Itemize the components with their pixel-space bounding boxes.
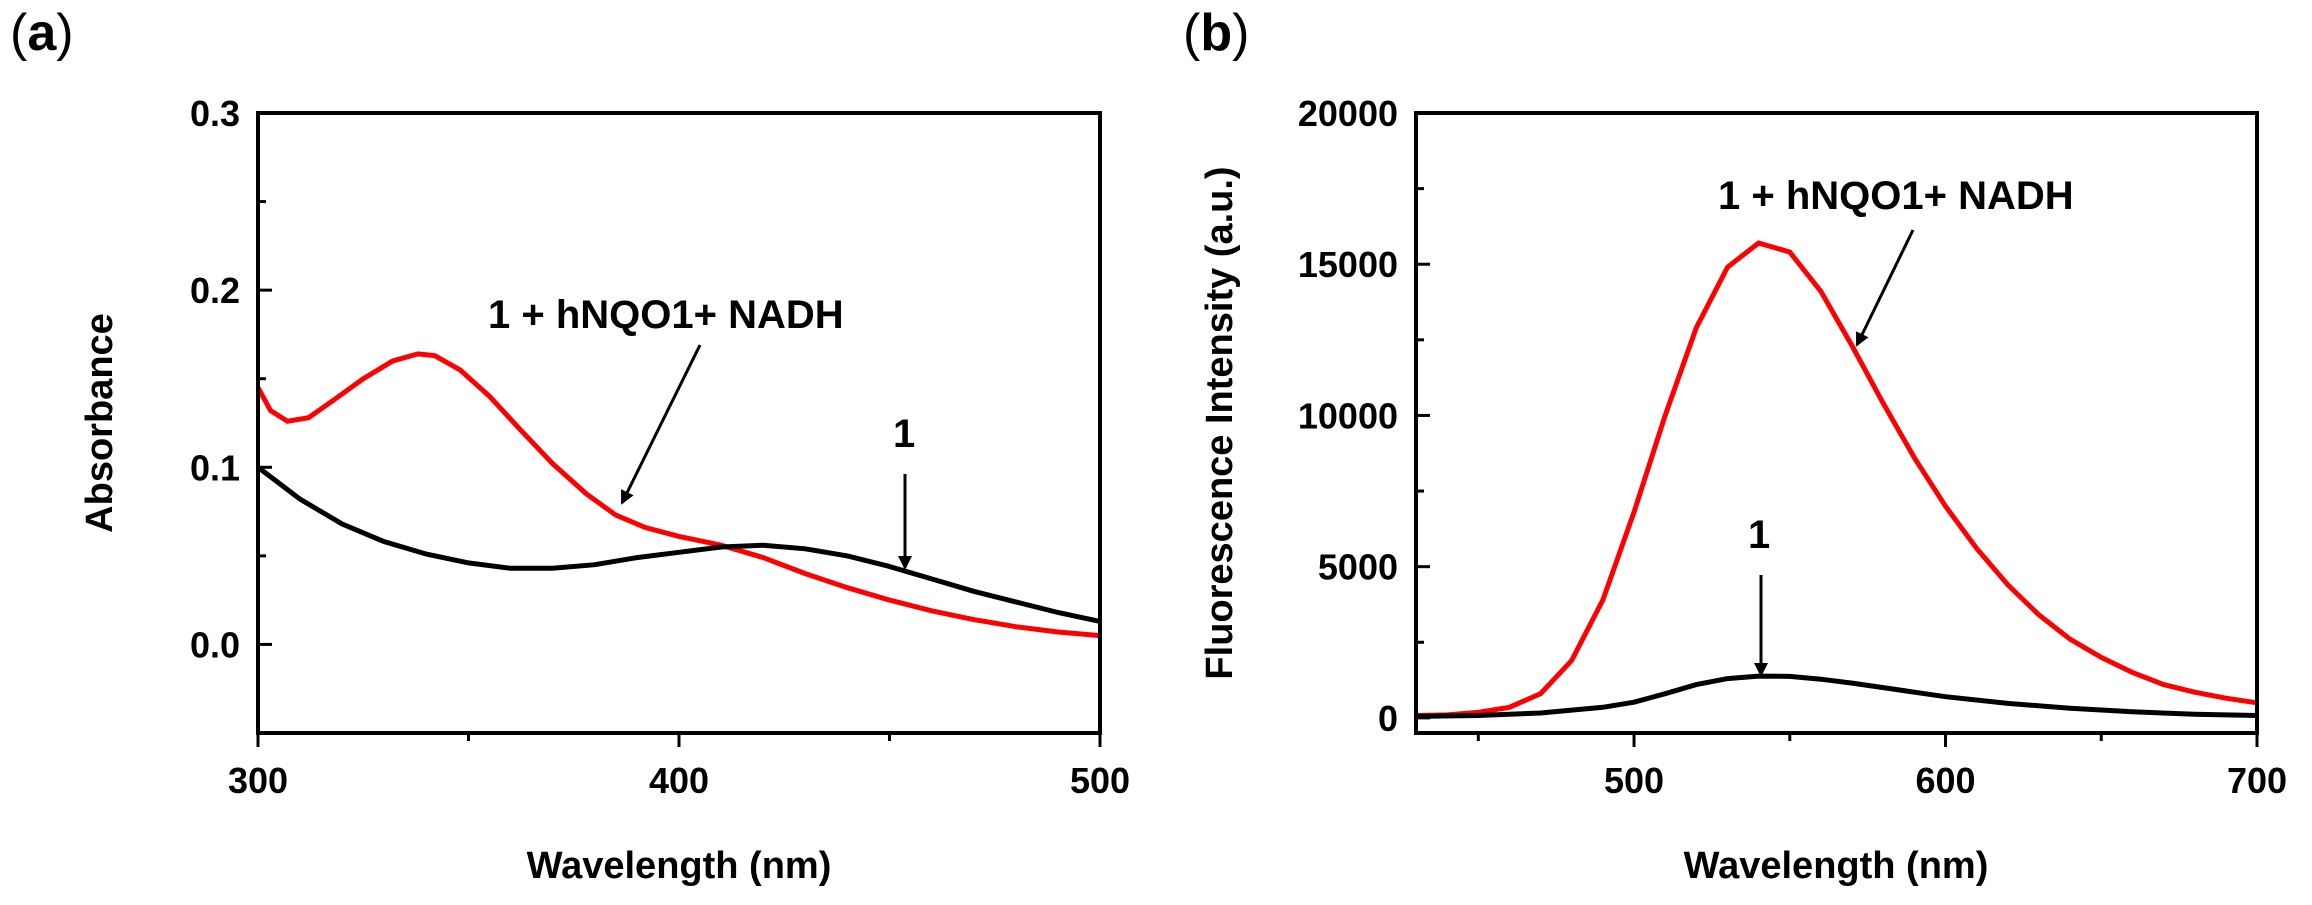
panel-a-series xyxy=(255,351,1101,639)
panel-a-line-hnqo1-nadh xyxy=(255,351,1101,639)
panel-b-x-tick-label: 700 xyxy=(2227,760,2287,801)
panel-a-arrow-hnqo1-nadh xyxy=(620,344,702,505)
panel-a-line-compound-1 xyxy=(256,465,1101,624)
panel-b-y-ticks: 0 5000 10000 15000 20000 xyxy=(1298,93,1430,739)
panel-b-annotation-hnqo1-nadh: 1 + hNQO1+ NADH xyxy=(1718,174,2074,218)
panel-b-plot-frame xyxy=(1414,111,2259,735)
panel-b-series xyxy=(1415,240,2258,719)
panel-a-x-tick-label: 400 xyxy=(649,760,709,801)
panel-b-y-tick-label: 20000 xyxy=(1298,93,1398,134)
panel-b-annotation-compound-1: 1 xyxy=(1748,513,1770,557)
panel-b-y-tick-label: 5000 xyxy=(1318,547,1398,588)
panel-a-y-ticks: 0.0 0.1 0.2 0.3 xyxy=(190,93,272,665)
panel-b-x-axis-title: Wavelength (nm) xyxy=(1684,845,1989,887)
panel-a-y-tick-label: 0.1 xyxy=(190,447,240,488)
panel-a-y-tick-label: 0.3 xyxy=(190,93,240,134)
panel-a-x-ticks: 300 400 500 xyxy=(228,733,1130,801)
panel-b-y-tick-label: 10000 xyxy=(1298,395,1398,436)
panel-a-y-tick-label: 0.0 xyxy=(190,624,240,665)
panel-a-plot-frame xyxy=(256,111,1102,735)
panel-b-line-compound-1 xyxy=(1415,673,2258,719)
panel-b-x-ticks: 500 600 700 xyxy=(1476,733,2287,801)
panel-b-x-tick-label: 500 xyxy=(1604,760,1664,801)
panel-a-x-axis-title: Wavelength (nm) xyxy=(527,845,832,887)
panel-a-annotation-compound-1: 1 xyxy=(893,412,915,456)
panel-b-x-tick-label: 600 xyxy=(1915,760,1975,801)
panel-b-arrow-hnqo1-nadh xyxy=(1855,229,1915,347)
panel-b-label: (b) xyxy=(1183,4,1249,62)
panel-b-y-axis-title: Fluorescence Intensity (a.u.) xyxy=(1199,166,1241,679)
panel-a-annotation-hnqo1-nadh: 1 + hNQO1+ NADH xyxy=(488,293,844,337)
panel-b-line-hnqo1-nadh xyxy=(1415,240,2258,718)
panel-b: (b) 0 5000 10000 15000 20000 500 600 700 Wavel… xyxy=(1183,4,2287,887)
panel-a-x-tick-label: 300 xyxy=(228,760,288,801)
panel-b-y-tick-label: 0 xyxy=(1378,698,1398,739)
panel-a-label: (a) xyxy=(10,4,74,62)
panel-a-y-axis-title: Absorbance xyxy=(79,313,121,533)
panel-b-y-tick-label: 15000 xyxy=(1298,244,1398,285)
panel-a-x-tick-label: 500 xyxy=(1070,760,1130,801)
panel-a: (a) 0.0 0.1 0.2 0.3 300 400 500 Wavelength (n… xyxy=(10,4,1130,887)
panel-a-y-tick-label: 0.2 xyxy=(190,270,240,311)
